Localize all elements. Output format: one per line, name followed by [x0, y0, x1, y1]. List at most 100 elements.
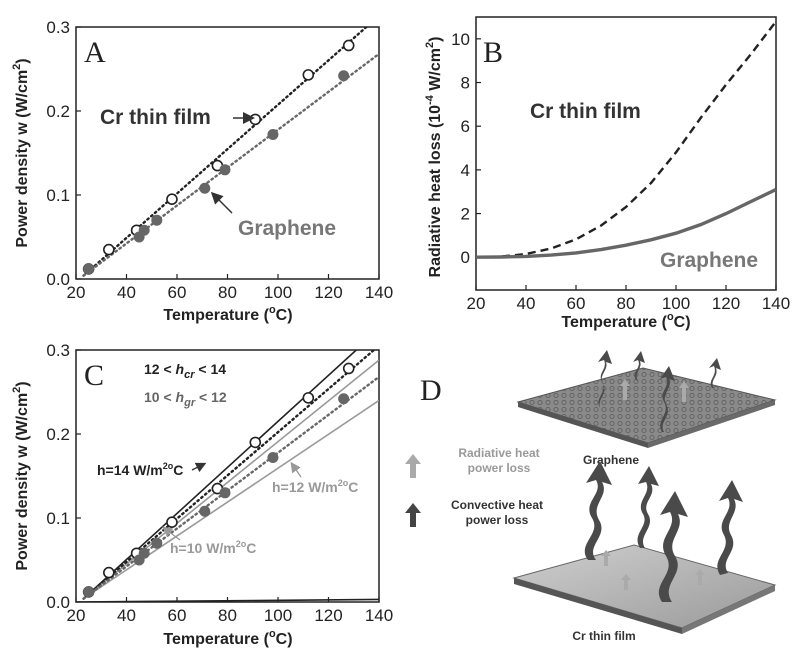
panel-c-xtick-label: 60	[168, 606, 187, 625]
panel-c-graphene-point	[267, 452, 279, 464]
cr-radiative-arrows	[601, 550, 705, 590]
panel-b-ylabel: Radiative heat loss (10-4 W/cm2)	[424, 37, 444, 278]
legend-radiative-line1: Radiative heat	[458, 446, 539, 460]
graphene-convective-arrow-3	[709, 358, 721, 388]
panel-b-xtick-label: 140	[762, 294, 790, 313]
graphene-plate	[516, 367, 777, 448]
panel-c-h12-label: h=12 W/m2oC	[272, 478, 358, 495]
panel-a-xtick-label: 140	[365, 283, 393, 302]
graphene-radiative-arrows	[620, 379, 689, 402]
panel-a-xtick-label: 60	[168, 283, 187, 302]
panel-d-letter: D	[420, 374, 442, 407]
panel-a-cr-point	[302, 69, 315, 81]
panel-c-model-line-2	[83, 399, 379, 600]
panel-b-ytick-label: 8	[461, 74, 470, 93]
panel-c-h10-arrow	[161, 526, 181, 541]
panel-a-fit-line-1	[82, 52, 379, 277]
panel-c-fit-line-0	[82, 350, 376, 600]
panel-a-graphene-point	[138, 224, 150, 236]
panel-c-cr-point	[166, 516, 178, 529]
cr-plate-side-right	[682, 585, 775, 634]
panel-a-graphene-point	[338, 70, 350, 82]
panel-c-h14-label: h=14 W/m2oC	[97, 461, 183, 478]
panel-b-xlabel: Temperature (oC)	[561, 311, 690, 331]
panel-b-xtick-label: 20	[467, 294, 486, 313]
diagram-legend: Radiative heat power loss Convective hea…	[405, 446, 543, 527]
panel-c-ytick-label: 0.1	[46, 509, 70, 528]
panel-a-cr-point	[342, 39, 355, 52]
panel-b-line-graphene	[476, 187, 776, 259]
panel-b-xtick-label: 60	[567, 294, 586, 313]
panel-c-letter: C	[84, 359, 104, 392]
panel-b-xtick-label: 100	[662, 294, 690, 313]
panel-c-h14-arrow	[191, 462, 207, 473]
panel-c-model-line-1	[83, 359, 379, 600]
panel-c-xtick-label: 120	[314, 606, 342, 625]
panel-c-graphene-point	[338, 393, 350, 405]
cr-radiative-arrow-3	[695, 569, 705, 585]
panel-a-cr-point	[166, 193, 178, 205]
graphene-radiative-arrow-1	[620, 379, 630, 400]
panel-a-cr-point	[249, 113, 262, 126]
panel-a-ytick-label: 0.0	[46, 270, 70, 289]
panel-a-graphene-label: Graphene	[238, 217, 336, 240]
panel-a-xtick-label: 80	[218, 283, 237, 302]
cr-radiative-arrow-2	[621, 574, 631, 590]
panel-b-xtick-label: 120	[712, 294, 740, 313]
panel-c-xtick-label: 80	[218, 606, 237, 625]
cr-plate	[512, 544, 777, 634]
panel-b-letter: B	[483, 36, 503, 69]
panel-a-fit-line-0	[82, 27, 368, 277]
cr-plate-side-left	[514, 578, 682, 634]
panel-c-hgr-label: 10 < hgr < 12	[144, 389, 227, 409]
cr-convective-arrow-1	[584, 461, 612, 560]
panel-b-ytick-label: 0	[461, 248, 470, 267]
cr-plate-label: Cr thin film	[572, 629, 635, 643]
graphene-convective-arrow-1	[598, 350, 612, 410]
panel-d: D Graphene Radiative heat power loss Con…	[405, 350, 777, 643]
panel-a-cr-point	[103, 243, 115, 256]
graphene-plate-side-right	[648, 400, 775, 448]
graphene-convective-arrow-2	[633, 351, 645, 381]
panel-c-cr-point	[249, 436, 262, 449]
panel-c-graphene-point	[138, 547, 150, 559]
panel-b-cr-label: Cr thin film	[530, 100, 641, 123]
panel-c-ytick-label: 0.0	[46, 593, 70, 612]
legend-convective-line1: Convective heat	[451, 498, 543, 512]
graphene-convective-arrow-4	[660, 366, 675, 432]
panel-a-xtick-label: 100	[264, 283, 292, 302]
panel-a-ytick-label: 0.2	[46, 102, 70, 121]
panel-a-graphene-arrow	[210, 191, 233, 214]
panel-a-letter: A	[84, 36, 106, 69]
cr-convective-arrows	[584, 461, 743, 602]
legend-radiative-line2: power loss	[468, 461, 531, 475]
panel-a-graphene-point	[219, 164, 231, 176]
panel-a-graphene-point	[83, 263, 95, 275]
graphene-plate-top	[516, 367, 777, 444]
cr-convective-arrow-4	[717, 480, 743, 575]
panel-c-xlabel: Temperature (oC)	[163, 628, 292, 648]
cr-convective-arrow-2	[637, 466, 659, 548]
panel-a-xtick-label: 20	[67, 283, 86, 302]
graphene-radiative-arrow-2	[679, 381, 689, 402]
panel-c-xtick-label: 140	[365, 606, 393, 625]
panel-b-ytick-label: 2	[461, 205, 470, 224]
cr-radiative-arrow-1	[601, 550, 611, 566]
panel-b-xtick-label: 40	[517, 294, 536, 313]
panel-c-cr-point	[342, 362, 355, 375]
panel-c-graphene-point	[219, 487, 231, 499]
panel-b-graphene-label: Graphene	[660, 249, 758, 272]
panel-c-ylabel: Power density w (W/cm2)	[11, 381, 31, 570]
panel-b-ytick-label: 6	[461, 117, 470, 136]
panel-c: 20 40 60 80 100 120 140 0.0 0.1 0.2 0.3 C 12 < hcr…	[11, 341, 393, 648]
graphene-plate-side-left	[518, 402, 648, 448]
panel-c-graphene-point	[151, 537, 163, 549]
panel-c-xtick-label: 20	[67, 606, 86, 625]
panel-a-ytick-label: 0.3	[46, 18, 70, 37]
panel-a-ytick-label: 0.1	[46, 186, 70, 205]
panel-c-cr-point	[103, 566, 115, 579]
panel-a-xtick-label: 40	[117, 283, 136, 302]
panel-a-xtick-label: 120	[314, 283, 342, 302]
panel-b-ytick-label: 4	[461, 161, 470, 180]
